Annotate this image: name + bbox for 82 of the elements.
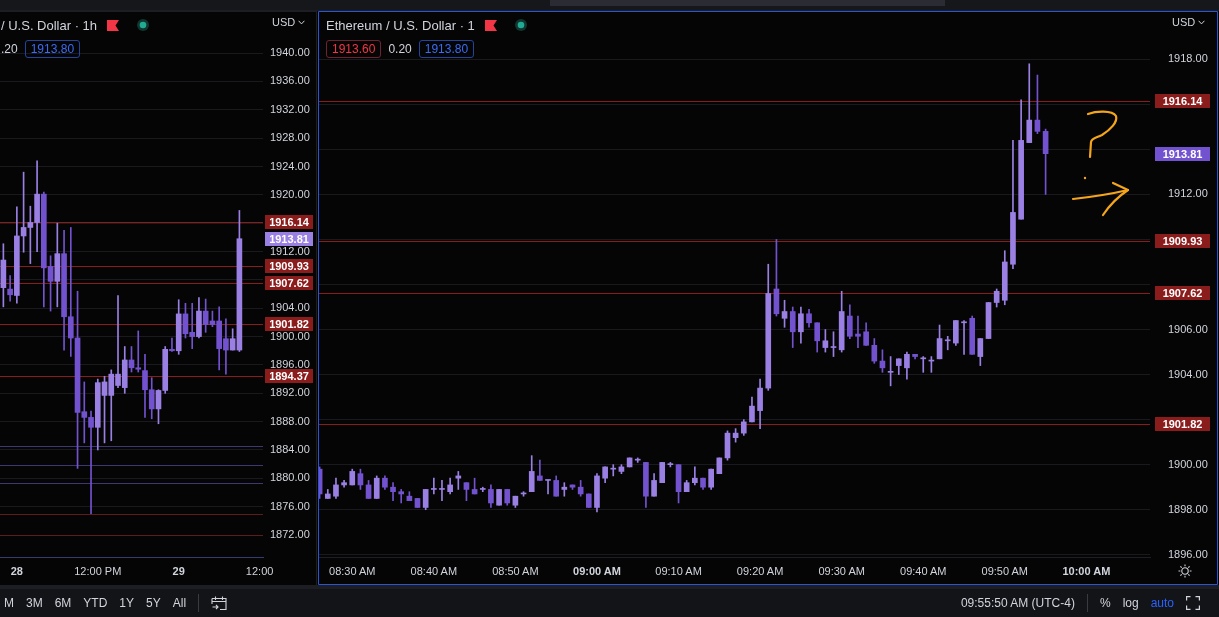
candlestick xyxy=(7,275,13,302)
text: 09:55:50 AM (UTC-4) xyxy=(960,596,1075,610)
y-tick-label: 1888.00 xyxy=(270,414,310,427)
ref-line-label: 1894.37 xyxy=(269,369,309,382)
chart-title: / U.S. Dollar · 1h xyxy=(1,17,98,33)
chart-title: Ethereum / U.S. Dollar · 1 xyxy=(326,17,475,33)
y-tick-label: 1872.00 xyxy=(270,528,310,541)
y-tick-label: 1904.00 xyxy=(1168,367,1208,380)
y-tick-label: 1900.00 xyxy=(1168,457,1208,470)
candlestick xyxy=(944,335,951,351)
candlestick xyxy=(545,479,551,495)
x-tick-label: 12:00 xyxy=(245,564,274,577)
candlestick xyxy=(431,477,437,495)
x-tick-label: 12:00 PM xyxy=(74,564,122,577)
x-tick-label: 29 xyxy=(172,564,185,577)
candlestick xyxy=(439,480,445,502)
y-axis-title: USD xyxy=(272,16,296,28)
candlestick xyxy=(398,489,405,504)
x-tick-label: 09:00 AM xyxy=(573,564,621,577)
candlestick xyxy=(390,482,396,502)
y-tick-label: 1884.00 xyxy=(270,443,310,456)
candlestick xyxy=(455,471,462,490)
annotation: 1913.60 xyxy=(326,40,382,58)
annotation: 0.20 xyxy=(388,41,412,57)
candlestick xyxy=(537,459,543,481)
ref-line-label: 1916.14 xyxy=(269,215,310,228)
x-tick-label: 09:30 AM xyxy=(818,564,865,577)
y-tick-label: 1892.00 xyxy=(270,386,310,399)
y-axis-title: USD xyxy=(1172,16,1196,28)
text: 5Y xyxy=(146,596,161,610)
text: auto xyxy=(1150,596,1174,610)
annotation: 1913.80 xyxy=(418,40,475,58)
x-tick-label: 09:50 AM xyxy=(981,564,1029,577)
text: 1Y xyxy=(119,596,135,610)
y-tick-label: 1900.00 xyxy=(270,329,310,342)
y-tick-label: 1904.00 xyxy=(270,301,310,314)
ref-line-label: 1909.93 xyxy=(269,259,309,272)
text: 1913.81 xyxy=(269,232,309,245)
x-tick-label: 08:40 AM xyxy=(410,564,458,577)
y-tick-label: 1898.00 xyxy=(1168,502,1208,515)
y-tick-label: 1896.00 xyxy=(270,357,310,370)
x-tick-label: 10:00 AM xyxy=(1062,564,1111,577)
annotation: .20 xyxy=(1,41,18,57)
y-tick-label: 1912.00 xyxy=(1168,187,1208,200)
ref-line-label: 1907.62 xyxy=(269,276,309,289)
x-tick-label: 09:10 AM xyxy=(655,564,702,577)
ref-line-label: 1907.62 xyxy=(1162,286,1203,299)
y-tick-label: 1928.00 xyxy=(270,131,310,144)
y-tick-label: 1920.00 xyxy=(270,187,310,200)
text: % xyxy=(1099,596,1111,610)
text: 6M xyxy=(54,596,72,610)
ref-line-label: 1901.82 xyxy=(269,317,309,330)
x-tick-label: 08:50 AM xyxy=(492,564,539,577)
annotation: 1913.80 xyxy=(24,40,81,58)
y-tick-label: 1896.00 xyxy=(1168,547,1208,560)
text: M xyxy=(4,596,14,610)
y-tick-label: 1936.00 xyxy=(270,74,310,87)
text: log xyxy=(1122,596,1139,610)
y-tick-label: 1906.00 xyxy=(1168,322,1208,335)
candlestick xyxy=(920,356,927,373)
ref-line-label: 1901.82 xyxy=(1162,417,1203,430)
y-tick-label: 1918.00 xyxy=(1168,52,1208,65)
x-tick-label: 08:30 AM xyxy=(329,564,376,577)
candlestick xyxy=(561,482,568,497)
text: 3M xyxy=(26,596,43,610)
ref-line-label: 1909.93 xyxy=(1162,234,1203,247)
y-tick-label: 1876.00 xyxy=(270,499,310,512)
ref-line-label: 1916.14 xyxy=(1162,94,1204,107)
candlestick xyxy=(855,315,861,348)
x-tick-label: 09:20 AM xyxy=(736,564,784,577)
y-tick-label: 1912.00 xyxy=(270,244,310,257)
y-tick-label: 1924.00 xyxy=(270,159,310,172)
text: YTD xyxy=(83,596,108,610)
text: All xyxy=(172,596,187,610)
y-tick-label: 1932.00 xyxy=(270,102,310,115)
y-tick-label: 1880.00 xyxy=(270,471,310,484)
x-tick-label: 28 xyxy=(10,564,23,577)
text: 1913.81 xyxy=(1162,147,1203,160)
x-tick-label: 09:40 AM xyxy=(900,564,947,577)
candlestick xyxy=(961,320,967,355)
candlestick xyxy=(169,337,175,352)
y-tick-label: 1940.00 xyxy=(270,46,310,59)
